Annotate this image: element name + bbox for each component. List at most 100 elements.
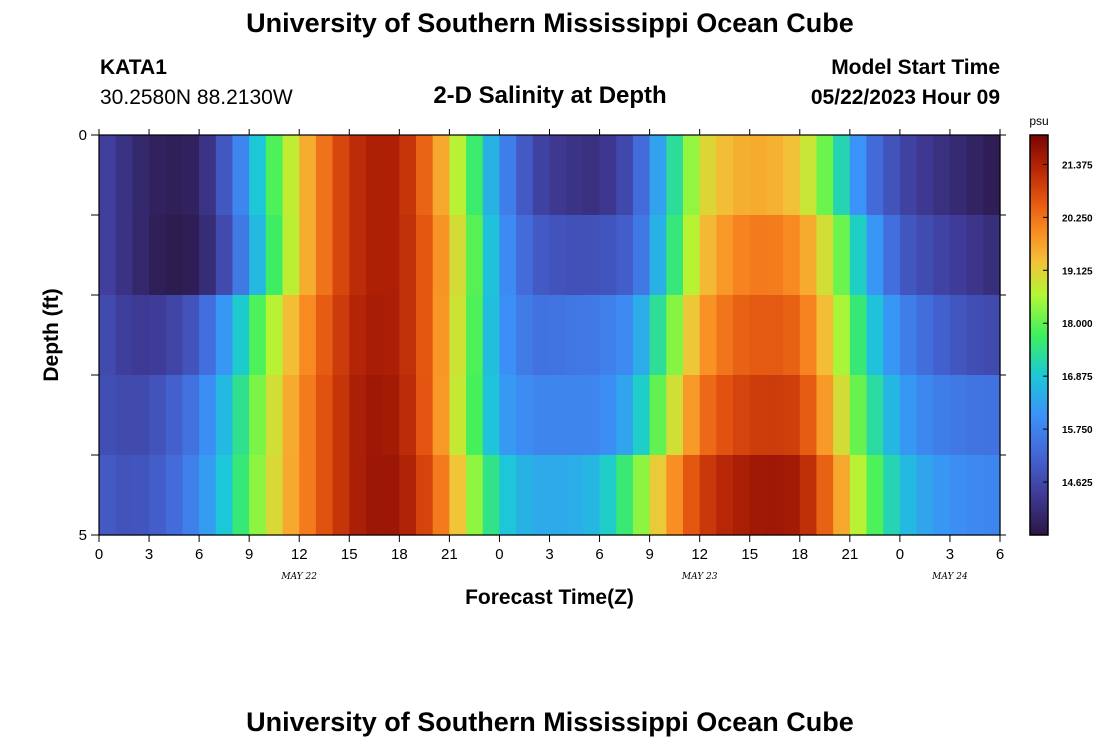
heatmap-cell [115, 375, 133, 456]
heatmap-cell [666, 215, 684, 296]
page-title-repeat: University of Southern Mississippi Ocean… [246, 707, 854, 737]
heatmap-cell [399, 455, 417, 536]
heatmap-cell [149, 375, 167, 456]
heatmap-cell [149, 215, 167, 296]
heatmap-cell [682, 215, 701, 296]
heatmap-cell [699, 135, 717, 216]
heatmap-cell [949, 135, 968, 216]
heatmap-cell [582, 135, 601, 216]
heatmap-cell [566, 215, 584, 296]
station-coordinates: 30.2580N 88.2130W [100, 86, 293, 109]
y-tick-label: 0 [79, 127, 87, 144]
heatmap-cell [215, 455, 234, 536]
heatmap-cell [666, 375, 684, 456]
heatmap-cell [916, 295, 934, 376]
heatmap-cell [282, 135, 300, 216]
heatmap-cell [315, 375, 334, 456]
heatmap-cell [315, 455, 334, 536]
heatmap-cell [249, 295, 267, 376]
heatmap-cell [899, 455, 918, 536]
heatmap-cell [599, 375, 617, 456]
heatmap-cell [416, 135, 434, 216]
page-title: University of Southern Mississippi Ocean… [246, 8, 854, 38]
heatmap-cell [332, 135, 350, 216]
heatmap-cell [182, 455, 200, 536]
heatmap-cell [666, 135, 684, 216]
date-label: MAY 24 [931, 572, 968, 582]
heatmap-cell [949, 375, 968, 456]
heatmap-cell [466, 455, 484, 536]
station-id: KATA1 [100, 56, 167, 79]
heatmap-cell [365, 455, 384, 536]
heatmap-cell [582, 455, 601, 536]
heatmap-cell [733, 295, 751, 376]
heatmap-cell [115, 295, 133, 376]
heatmap-cell [215, 215, 234, 296]
heatmap-cell [299, 295, 317, 376]
heatmap-cell [149, 295, 167, 376]
chart-subtitle: 2-D Salinity at Depth [433, 82, 667, 109]
heatmap-cell [182, 375, 200, 456]
heatmap-cell [265, 375, 284, 456]
heatmap-cell [983, 135, 1001, 216]
heatmap-cell [432, 455, 450, 536]
heatmap-cell [666, 295, 684, 376]
x-tick-label: 3 [145, 546, 153, 563]
colorbar-tick-label: 15.750 [1062, 425, 1093, 436]
heatmap-cell [933, 215, 951, 296]
y-axis-title: Depth (ft) [40, 288, 63, 381]
y-axis: 05 [79, 127, 1006, 544]
heatmap-cell [282, 295, 300, 376]
heatmap-cell [949, 295, 968, 376]
heatmap-cell [933, 375, 951, 456]
heatmap-cell [766, 295, 784, 376]
heatmap-cell [349, 295, 367, 376]
heatmap-cell [983, 215, 1001, 296]
heatmap-cell [883, 215, 901, 296]
heatmap-cell [432, 375, 450, 456]
heatmap-cell [966, 375, 984, 456]
heatmap-cell [899, 215, 918, 296]
heatmap-cell [849, 455, 868, 536]
heatmap-cell [516, 295, 534, 376]
heatmap-cell [365, 135, 384, 216]
date-label: MAY 22 [280, 572, 317, 582]
heatmap-cell [966, 215, 984, 296]
heatmap-cell [432, 135, 450, 216]
heatmap-cell [766, 375, 784, 456]
heatmap-cell [232, 455, 250, 536]
heatmap-cell [115, 135, 133, 216]
heatmap-cell [799, 215, 818, 296]
heatmap-cell [432, 215, 450, 296]
heatmap-cell [582, 375, 601, 456]
heatmap-cell [466, 135, 484, 216]
heatmap-cell [249, 215, 267, 296]
heatmap-cell [866, 215, 884, 296]
heatmap-cell [833, 135, 851, 216]
heatmap-cell [416, 455, 434, 536]
heatmap-cell [549, 455, 567, 536]
model-start-label: Model Start Time [831, 56, 1000, 79]
heatmap-cell [649, 375, 667, 456]
heatmap-cell [933, 295, 951, 376]
heatmap-cell [716, 455, 734, 536]
heatmap-cell [265, 455, 284, 536]
heatmap-cell [933, 455, 951, 536]
heatmap-cell [132, 375, 150, 456]
heatmap-cell [549, 135, 567, 216]
heatmap-cell [332, 375, 350, 456]
heatmap-cell [132, 215, 150, 296]
heatmap-cell [432, 295, 450, 376]
heatmap-cell [566, 135, 584, 216]
heatmap-cell [382, 295, 400, 376]
heatmap-cell [682, 375, 701, 456]
heatmap-cell [416, 295, 434, 376]
heatmap-cell [849, 375, 868, 456]
heatmap-cell [733, 215, 751, 296]
heatmap-cell [466, 375, 484, 456]
x-tick-label: 12 [691, 546, 708, 563]
heatmap-cell [132, 455, 150, 536]
heatmap-cell [649, 215, 667, 296]
colorbar-tick-label: 20.250 [1062, 213, 1093, 224]
heatmap-cell [616, 375, 634, 456]
